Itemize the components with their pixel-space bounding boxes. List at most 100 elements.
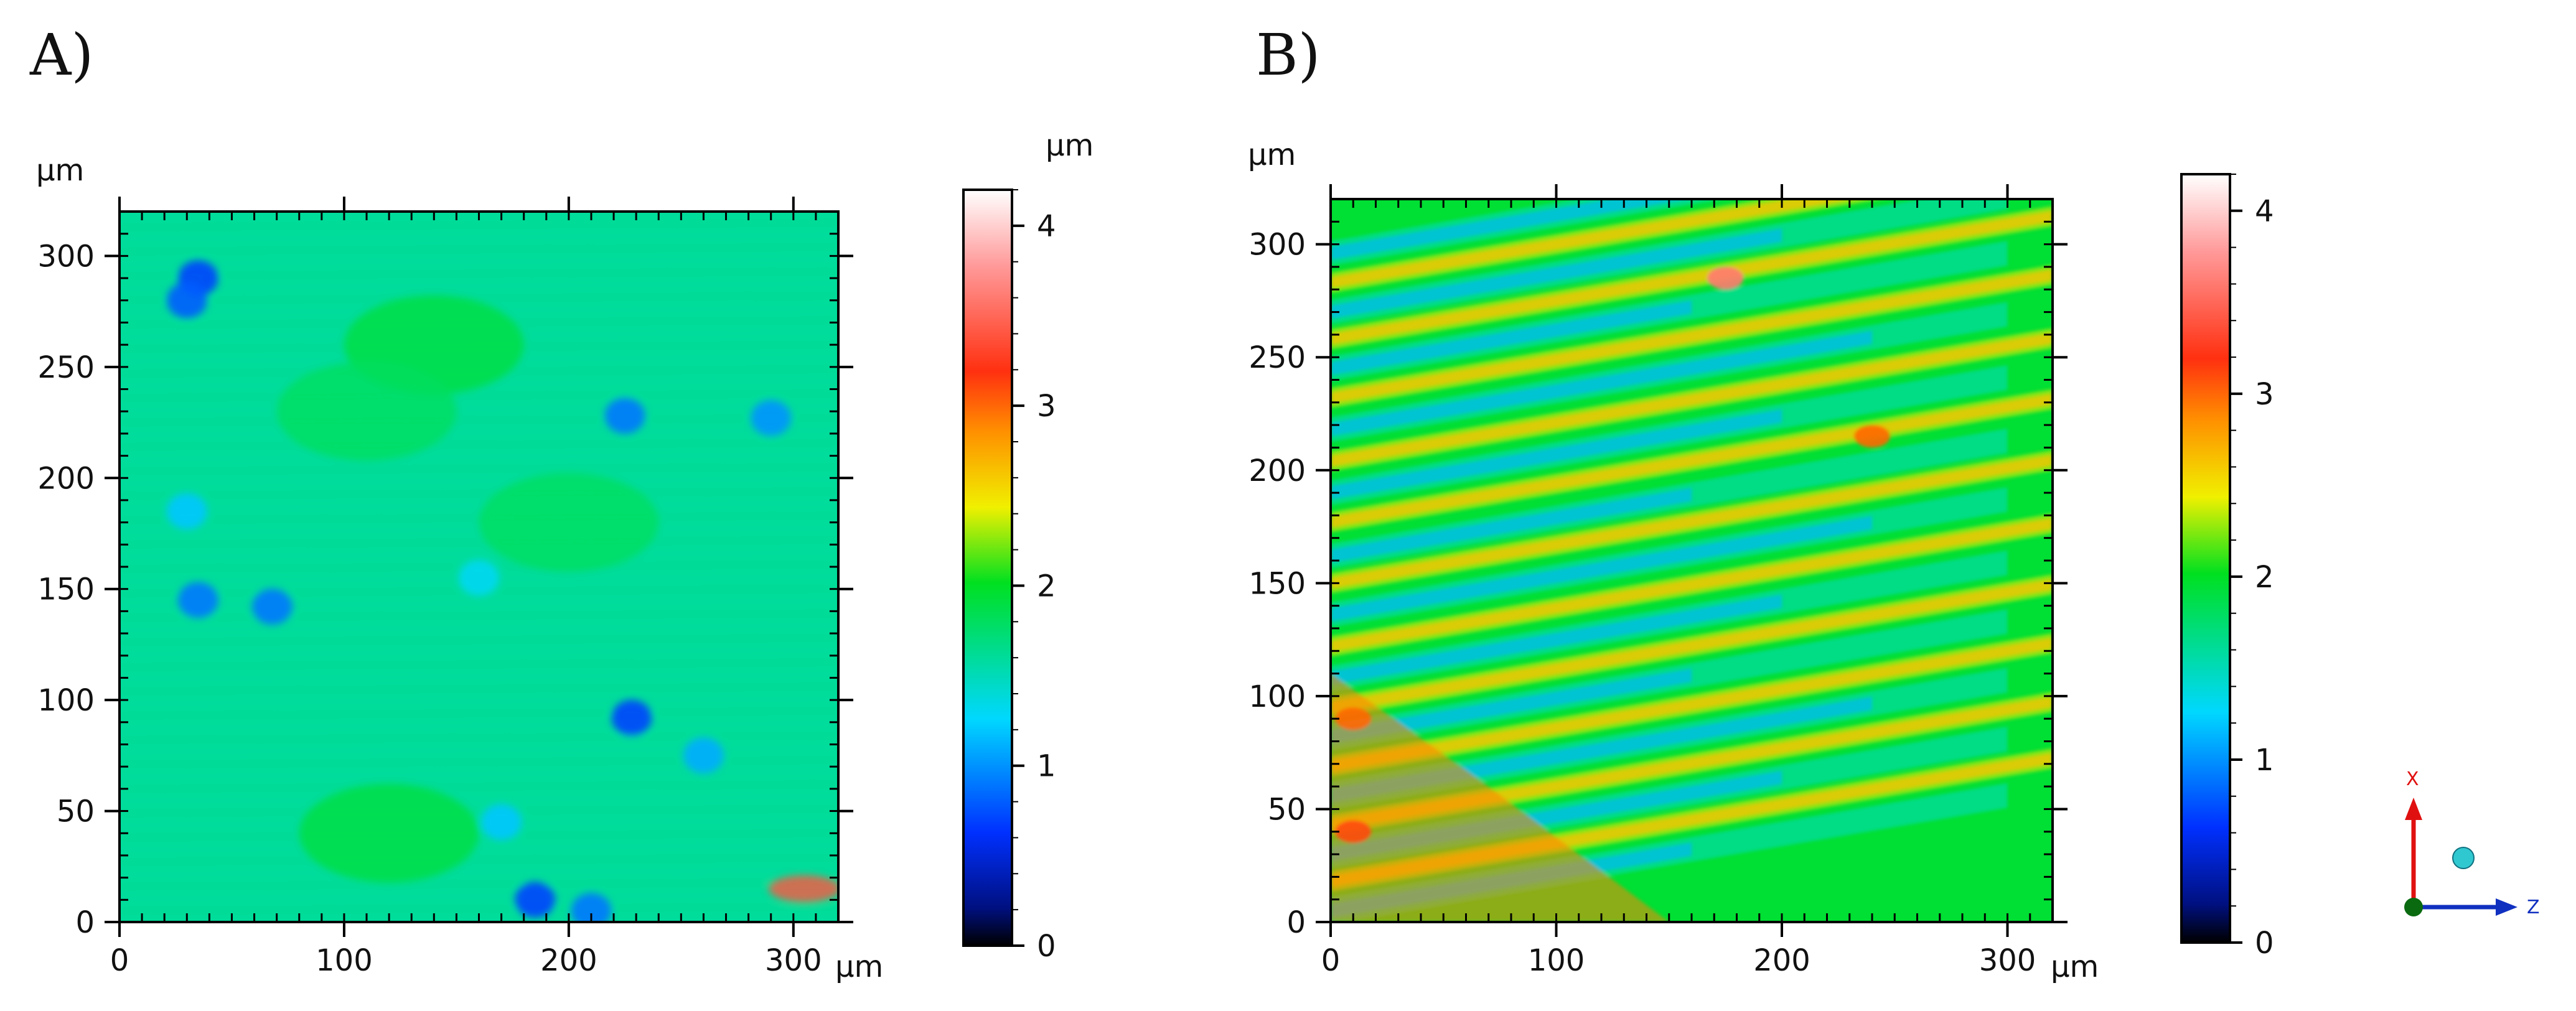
- heatmap-panel-b: 0 100 200 300 0 50 100 150 200 250 300 μm μm 0 1 2 3 4: [1248, 137, 2274, 984]
- colorbar-a-tick-label: 4: [1037, 209, 1056, 244]
- heatmap-a-y-tick-label: 200: [37, 461, 95, 496]
- heatmap-a-x-tick-label: 200: [540, 943, 597, 978]
- heatmap-a-x-tick-label: 100: [316, 943, 373, 978]
- heatmap-b-groove-stripe-halo: [1331, 365, 2008, 506]
- heatmap-b-raised-stripe-halo: [1331, 513, 2053, 657]
- heatmap-b-y-tick-label: 0: [1286, 905, 1306, 940]
- heatmap-a-texture-line: [119, 465, 838, 473]
- heatmap-a-pit: [515, 882, 556, 918]
- heatmap-a-texture-line: [119, 856, 838, 864]
- heatmap-a-texture-line: [119, 612, 838, 620]
- colorbar-a-tick-label: 3: [1037, 389, 1056, 424]
- heatmap-a-texture-line: [119, 636, 838, 644]
- colorbar-a-tick-label: 1: [1037, 749, 1056, 784]
- heatmap-b-groove-stripe-halo: [1331, 550, 2008, 691]
- heatmap-b-groove-stripe-halo: [1331, 241, 2008, 381]
- heatmap-b-hot-spot: [1335, 707, 1372, 730]
- heatmap-b-raised-stripe-halo: [1331, 264, 2053, 408]
- heatmap-a-pit: [683, 737, 724, 774]
- heatmap-b-groove-stripe-halo: [1331, 302, 2008, 442]
- heatmap-a-pit: [177, 582, 218, 618]
- heatmap-b-y-unit: μm: [1248, 137, 1296, 172]
- colorbar-b-tick-label: 0: [2255, 926, 2274, 961]
- heatmap-b-raised-stripe-halo: [1331, 633, 2053, 776]
- heatmap-b-x-tick-label: 100: [1528, 943, 1585, 978]
- heatmap-b-surface: [1331, 199, 2053, 922]
- heatmap-a-texture-line: [119, 441, 838, 449]
- heatmap-a-axes: 0 100 200 300 0 50 100 150 200 250 300: [37, 197, 853, 978]
- heatmap-a-texture-line: [119, 490, 838, 497]
- colorbar-a-tick-label: 2: [1037, 569, 1056, 603]
- heatmap-b-x-tick-label: 0: [1321, 943, 1341, 978]
- heatmap-b-hot-spot: [1707, 266, 1744, 290]
- colorbar-a-tick-label: 0: [1037, 929, 1056, 964]
- heatmap-b-y-tick-label: 50: [1268, 792, 1306, 827]
- heatmap-b-axes: 0 100 200 300 0 50 100 150 200 250 300: [1248, 184, 2068, 978]
- heatmap-a-pit: [571, 893, 612, 922]
- z-axis-letter: Z: [2527, 897, 2540, 918]
- heatmap-b-hot-spot: [1854, 425, 1890, 448]
- heatmap-a-y-tick-label: 300: [37, 239, 95, 274]
- heatmap-b-y-tick-label: 100: [1248, 679, 1306, 714]
- heatmap-a-y-tick-label: 50: [57, 794, 95, 829]
- heatmap-b-raised-stripe-halo: [1331, 450, 2053, 594]
- heatmap-panel-a: 0 100 200 300 0 50 100 150 200 250 300 μm μm 0 1 2 3 4…: [36, 128, 1094, 984]
- heatmap-b-raised-stripe-halo: [1331, 328, 2053, 472]
- heatmap-b-groove-stripe-halo: [1331, 668, 2008, 808]
- heatmap-a-texture-line: [119, 832, 838, 839]
- heatmap-b-groove-stripe-halo: [1331, 428, 2008, 569]
- heatmap-a-x-unit: μm: [835, 949, 883, 984]
- heatmap-a-texture-line: [119, 880, 838, 888]
- heatmap-b-x-unit: μm: [2051, 949, 2099, 984]
- heatmap-a-texture-line: [119, 416, 838, 424]
- heatmap-b-x-tick-label: 300: [1979, 943, 2036, 978]
- x-axis-arrowhead: [2405, 798, 2422, 820]
- heatmap-a-x-tick-label: 0: [110, 943, 129, 978]
- heatmap-a-texture-line: [119, 783, 838, 790]
- heatmap-a-texture-line: [119, 270, 838, 277]
- colorbar-b-ticks: 0 1 2 3 4: [2230, 174, 2274, 961]
- heatmap-b-groove-stripe-halo: [1331, 199, 1723, 266]
- heatmap-a-texture-line: [119, 807, 838, 815]
- colorbar-b-tick-label: 1: [2255, 743, 2274, 778]
- heatmap-b-hot-spot: [1335, 820, 1372, 843]
- axis-orientation-indicator: X Z: [2404, 768, 2540, 918]
- heatmap-a-y-tick-label: 100: [37, 683, 95, 718]
- heatmap-b-y-tick-label: 250: [1248, 340, 1306, 375]
- heatmap-a-texture-line: [119, 709, 838, 717]
- heatmap-a-bump: [276, 361, 457, 461]
- heatmap-b-y-tick-label: 200: [1248, 454, 1306, 488]
- heatmap-b-raised-stripe-halo: [1331, 574, 2053, 718]
- heatmap-a-bump: [769, 875, 838, 903]
- heatmap-a-texture-line: [119, 514, 838, 522]
- heatmap-b-features: [1331, 199, 2053, 922]
- panel-label-b: B): [1256, 22, 1321, 88]
- colorbar-b-tick-label: 3: [2255, 377, 2274, 412]
- heatmap-a-pit: [459, 559, 499, 596]
- colorbar-b-tick-label: 2: [2255, 560, 2274, 595]
- heatmap-a-bump: [299, 783, 479, 883]
- heatmap-a-y-tick-label: 0: [75, 905, 95, 940]
- heatmap-a-features: [119, 221, 838, 922]
- colorbar-b: [2180, 173, 2231, 944]
- panel-label-a: A): [29, 22, 93, 88]
- heatmap-a-y-tick-label: 250: [37, 350, 95, 385]
- heatmap-a-y-unit: μm: [36, 153, 84, 188]
- heatmap-a-texture-line: [119, 221, 838, 228]
- heatmap-a-bump: [479, 473, 659, 572]
- heatmap-a-x-tick-label: 300: [765, 943, 822, 978]
- heatmap-b-y-tick-label: 150: [1248, 566, 1306, 601]
- heatmap-a-pit: [166, 282, 207, 319]
- z-axis-arrowhead: [2496, 898, 2517, 916]
- heatmap-b-y-tick-label: 300: [1248, 228, 1306, 263]
- heatmap-a-texture-line: [119, 392, 838, 399]
- colorbar-a-ticks: 0 1 2 3 4: [1012, 189, 1056, 964]
- heatmap-b-groove-stripe-halo: [1331, 487, 2008, 628]
- heatmap-b-groove-stripe-halo: [1331, 199, 2008, 325]
- heatmap-a-texture-line: [119, 905, 838, 913]
- colorbar-b-tick-label: 4: [2255, 194, 2274, 229]
- heatmap-a-texture-line: [119, 685, 838, 692]
- heatmap-a-texture-line: [119, 734, 838, 742]
- heatmap-a-pit: [481, 804, 522, 841]
